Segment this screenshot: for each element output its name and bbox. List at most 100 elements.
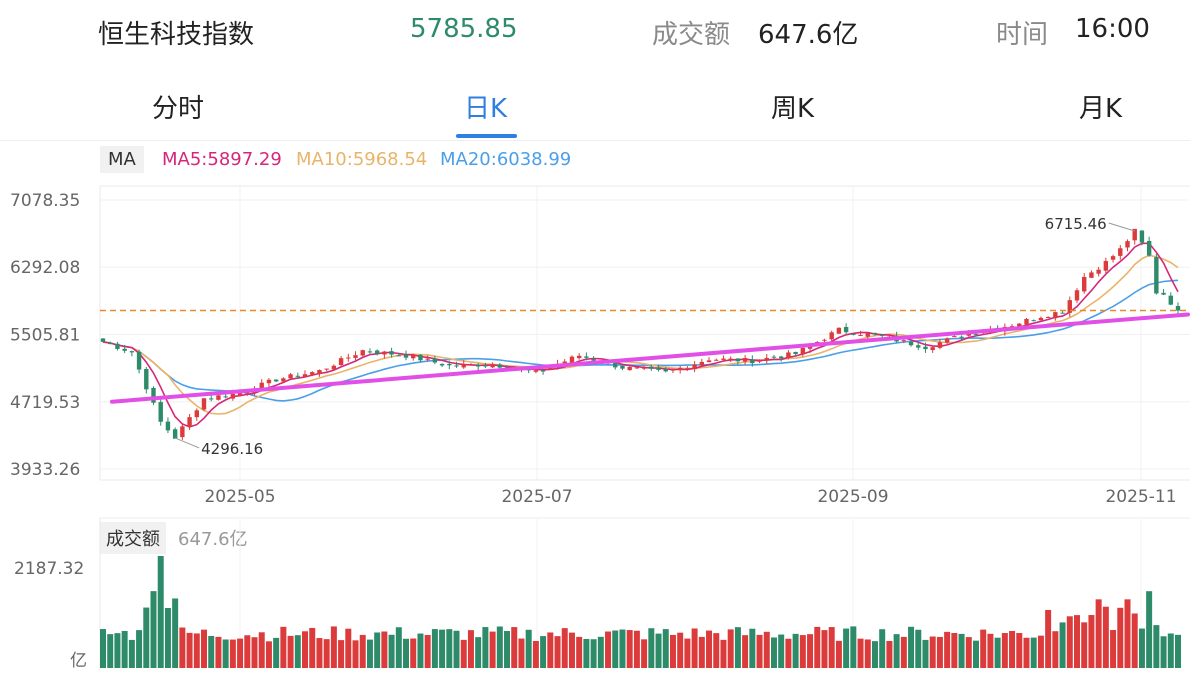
volume-bar bbox=[590, 639, 597, 668]
candle bbox=[439, 363, 445, 368]
candle bbox=[1031, 319, 1036, 322]
volume-bar bbox=[265, 641, 272, 668]
candle bbox=[786, 349, 791, 360]
volume-bar bbox=[316, 638, 323, 668]
volume-bar bbox=[900, 636, 907, 668]
candle bbox=[699, 358, 705, 366]
candle bbox=[1175, 302, 1181, 315]
volume-value: 647.6亿 bbox=[758, 20, 859, 50]
volume-bar bbox=[172, 598, 179, 668]
y-tick-label: 5505.81 bbox=[10, 325, 80, 345]
volume-bar bbox=[626, 630, 633, 668]
volume-bar bbox=[929, 636, 936, 668]
volume-bar bbox=[222, 639, 229, 668]
volume-bar bbox=[143, 607, 150, 668]
candle bbox=[923, 342, 928, 353]
candle bbox=[533, 369, 539, 374]
candle bbox=[468, 363, 474, 366]
volume-bar bbox=[467, 630, 474, 668]
volume-bar bbox=[1160, 636, 1167, 668]
volume-bar bbox=[980, 629, 987, 668]
candle bbox=[295, 372, 300, 379]
candle bbox=[403, 350, 409, 361]
ma-label[interactable]: MA bbox=[100, 146, 144, 173]
volume-bar bbox=[619, 629, 626, 668]
volume-bar bbox=[1052, 631, 1059, 668]
candle bbox=[1067, 296, 1072, 317]
volume-bar bbox=[1016, 633, 1023, 668]
volume-bar bbox=[785, 638, 792, 668]
candle bbox=[706, 357, 712, 363]
ma10-value: MA10:5968.54 bbox=[296, 149, 428, 170]
x-tick-label: 2025-05 bbox=[204, 487, 275, 507]
quote-header: 恒生科技指数 5785.85 成交额 647.6亿 时间 16:00 bbox=[0, 0, 1190, 62]
volume-bar bbox=[807, 634, 814, 668]
high-annotation-leader bbox=[1108, 222, 1135, 232]
candle bbox=[865, 332, 870, 340]
tab-daily-k[interactable]: 日K bbox=[464, 94, 508, 124]
candle bbox=[1096, 266, 1101, 277]
volume-bar bbox=[893, 634, 900, 668]
volume-bar bbox=[843, 628, 850, 668]
candle bbox=[634, 366, 640, 369]
volume-label: 成交额 bbox=[652, 20, 731, 50]
candle bbox=[1125, 239, 1130, 252]
volume-bar bbox=[518, 638, 525, 668]
candle bbox=[483, 362, 488, 369]
candle bbox=[1103, 257, 1109, 274]
volume-panel-value: 647.6亿 bbox=[178, 529, 248, 550]
candle bbox=[1161, 288, 1166, 296]
candle bbox=[843, 323, 849, 336]
volume-bar bbox=[496, 626, 503, 668]
volume-bar bbox=[792, 633, 799, 668]
volume-bar bbox=[821, 630, 828, 668]
candle bbox=[757, 359, 762, 364]
candle bbox=[937, 338, 943, 350]
volume-bar bbox=[280, 626, 287, 668]
candle bbox=[685, 366, 690, 371]
volume-bar bbox=[1001, 633, 1008, 668]
volume-bar bbox=[871, 641, 878, 668]
trend-line bbox=[110, 312, 1190, 404]
y-tick-label: 6292.08 bbox=[10, 258, 80, 278]
volume-bar bbox=[828, 627, 835, 668]
volume-bar bbox=[114, 633, 121, 668]
candle bbox=[461, 360, 466, 369]
volume-bar bbox=[1066, 616, 1073, 668]
candle bbox=[764, 354, 769, 364]
candle bbox=[100, 338, 106, 343]
volume-bar bbox=[504, 630, 511, 668]
candle bbox=[916, 341, 921, 351]
candle bbox=[411, 353, 416, 361]
volume-bar bbox=[460, 639, 467, 668]
candle bbox=[1168, 292, 1173, 306]
candle bbox=[136, 349, 142, 374]
volume-bar bbox=[1073, 615, 1080, 668]
candle bbox=[158, 398, 163, 426]
tab-weekly-k[interactable]: 周K bbox=[771, 94, 815, 124]
candle bbox=[1132, 228, 1137, 245]
volume-bar bbox=[814, 626, 821, 668]
time-value: 16:00 bbox=[1075, 14, 1150, 44]
candle bbox=[273, 379, 279, 383]
volume-bar bbox=[179, 627, 186, 668]
volume-bar bbox=[641, 639, 648, 668]
candle bbox=[346, 353, 351, 362]
volume-bar bbox=[850, 626, 857, 668]
volume-bar bbox=[489, 631, 496, 668]
time-label: 时间 bbox=[996, 20, 1049, 50]
volume-bar bbox=[1037, 635, 1044, 668]
volume-bar bbox=[669, 634, 676, 668]
volume-bar bbox=[345, 628, 352, 668]
tab-monthly-k[interactable]: 月K bbox=[1079, 94, 1123, 124]
tab-intraday[interactable]: 分时 bbox=[152, 94, 205, 124]
candle bbox=[317, 369, 322, 377]
volume-bar bbox=[208, 635, 215, 668]
volume-bar bbox=[352, 640, 359, 668]
volume-bar bbox=[273, 637, 280, 668]
volume-bar bbox=[338, 640, 345, 668]
candle bbox=[1074, 288, 1080, 304]
candle bbox=[266, 378, 272, 388]
volume-bar bbox=[633, 630, 640, 668]
